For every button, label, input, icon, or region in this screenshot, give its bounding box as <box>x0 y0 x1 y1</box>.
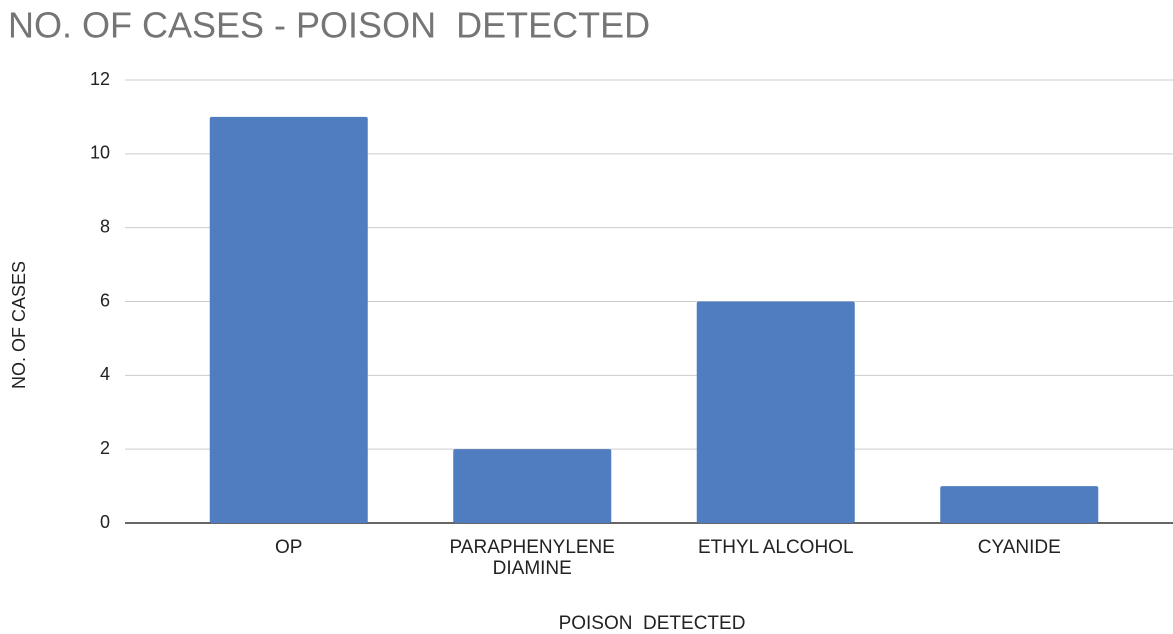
x-tick-label: CYANIDE <box>977 537 1061 558</box>
y-tick-label: 10 <box>90 143 110 163</box>
y-tick-label: 4 <box>100 364 110 384</box>
bar <box>209 116 368 524</box>
y-tick-label: 6 <box>100 290 110 310</box>
x-tick-label: ETHYL ALCOHOL <box>697 537 854 558</box>
x-tick-label: OP <box>275 537 303 558</box>
x-tick-label: PARAPHENYLENE DIAMINE <box>449 537 615 579</box>
chart-title: NO. OF CASES - POISON DETECTED <box>8 5 650 46</box>
y-tick-label: 8 <box>100 216 110 236</box>
bar <box>453 449 612 523</box>
bar <box>696 301 855 523</box>
y-axis-title: NO. OF CASES <box>9 261 29 389</box>
x-axis-title: POISON DETECTED <box>559 613 746 634</box>
bar <box>940 486 1099 523</box>
y-tick-label: 2 <box>100 438 110 458</box>
y-tick-label: 0 <box>100 512 110 532</box>
y-tick-label: 12 <box>90 69 110 89</box>
